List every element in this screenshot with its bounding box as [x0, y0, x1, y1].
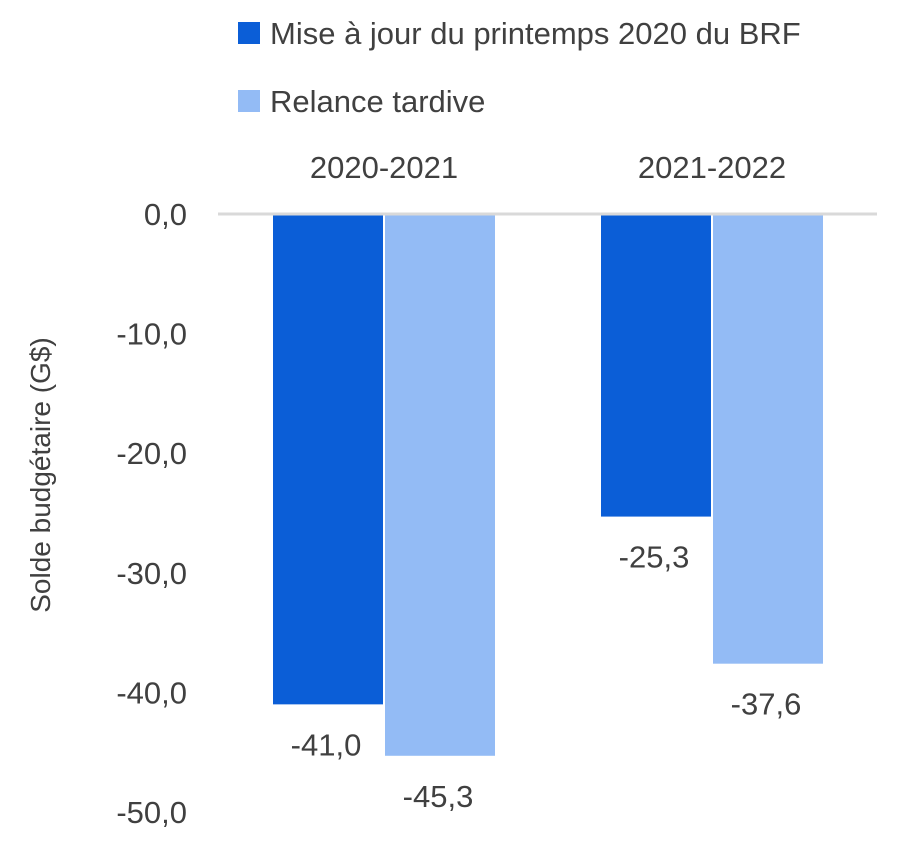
data-label: -25,3 — [619, 540, 690, 575]
plot-area: 0,0 -10,0 -20,0 -30,0 -40,0 -50,0 2020-2021 202… — [116, 150, 877, 830]
legend-label-series-2: Relance tardive — [270, 84, 485, 119]
bar-2-2021-2022 — [713, 214, 823, 664]
data-label: -41,0 — [291, 727, 362, 762]
x-category-label: 2021-2022 — [638, 150, 786, 185]
y-tick-label: -50,0 — [116, 795, 187, 830]
data-label: -45,3 — [403, 779, 474, 814]
legend-label-series-1: Mise à jour du printemps 2020 du BRF — [270, 16, 801, 51]
y-tick-label: 0,0 — [144, 197, 187, 232]
bar-1-2020-2021 — [273, 214, 383, 705]
bar-1-2021-2022 — [601, 214, 711, 517]
y-tick-label: -30,0 — [116, 556, 187, 591]
x-category-label: 2020-2021 — [310, 150, 458, 185]
data-label: -37,6 — [731, 687, 802, 722]
y-axis-title: Solde budgétaire (G$) — [25, 337, 56, 613]
legend-swatch-series-1 — [238, 22, 260, 44]
legend: Mise à jour du printemps 2020 du BRF Rel… — [238, 16, 801, 119]
y-tick-label: -10,0 — [116, 317, 187, 352]
bar-2-2020-2021 — [385, 214, 495, 756]
legend-swatch-series-2 — [238, 90, 260, 112]
y-tick-label: -40,0 — [116, 675, 187, 710]
y-tick-label: -20,0 — [116, 436, 187, 471]
